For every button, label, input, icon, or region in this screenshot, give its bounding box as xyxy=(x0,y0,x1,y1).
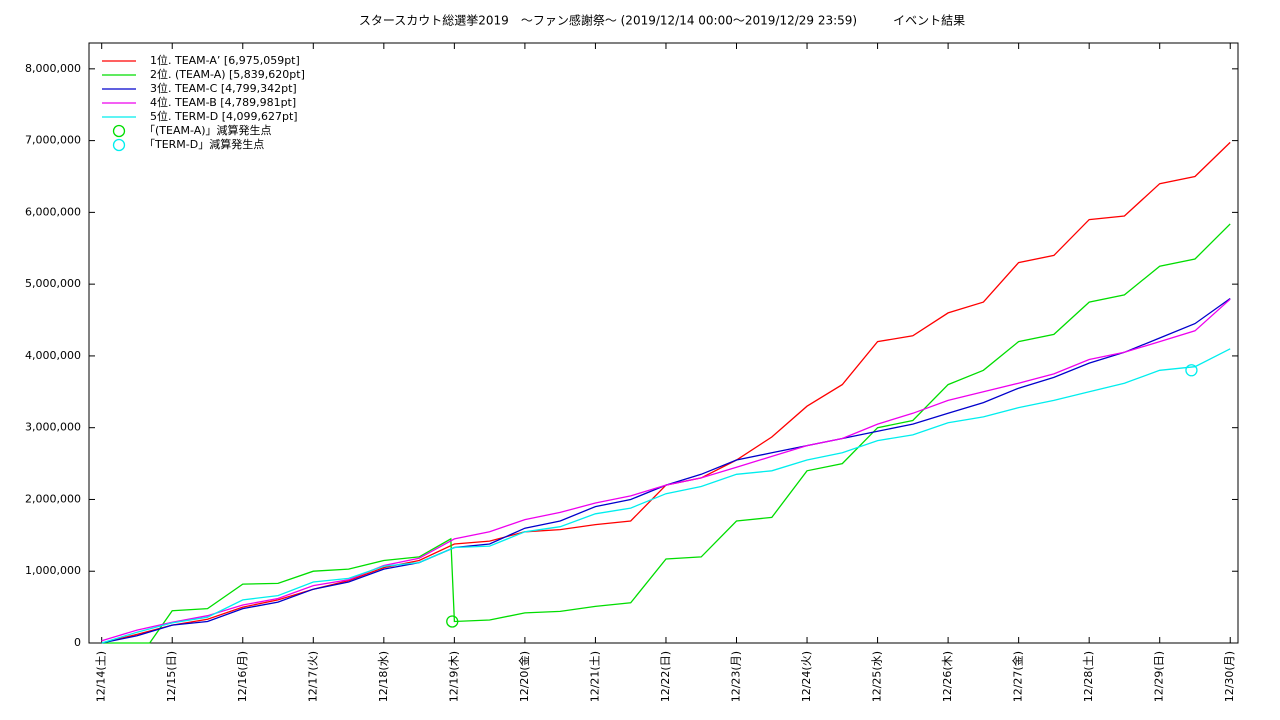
plot-frame xyxy=(88,42,1239,644)
legend-label: 2位. (TEAM-A) [5,839,620pt] xyxy=(150,67,305,81)
series-line xyxy=(101,223,1231,644)
y-tick-label: 7,000,000 xyxy=(25,134,81,147)
y-tick-label: 1,000,000 xyxy=(25,564,81,577)
y-tick-label: 5,000,000 xyxy=(25,277,81,290)
x-tick-label: 12/24(火) xyxy=(800,651,813,702)
legend-marker xyxy=(112,124,126,138)
x-tick-label: 12/21(土) xyxy=(588,651,601,702)
y-tick-label: 6,000,000 xyxy=(25,205,81,218)
legend-label: 4位. TEAM-B [4,789,981pt] xyxy=(150,95,296,109)
x-tick-label: 12/26(木) xyxy=(941,651,954,702)
x-tick-label: 12/17(火) xyxy=(306,651,319,702)
legend-label: 「TERM-D」減算発生点 xyxy=(144,137,264,151)
x-tick-label: 12/16(月) xyxy=(236,651,249,702)
legend-marker xyxy=(112,138,126,152)
x-tick-label: 12/28(土) xyxy=(1082,651,1095,702)
drop-marker xyxy=(1185,364,1198,377)
x-tick-label: 12/20(金) xyxy=(517,651,531,702)
x-tick-label: 12/19(木) xyxy=(447,651,460,702)
legend-label: 3位. TEAM-C [4,799,342pt] xyxy=(150,81,297,95)
x-tick-label: 12/25(水) xyxy=(871,651,884,702)
series-line xyxy=(101,297,1231,644)
y-tick-label: 4,000,000 xyxy=(25,349,81,362)
x-tick-label: 12/27(金) xyxy=(1011,651,1025,702)
y-tick-label: 0 xyxy=(74,636,81,649)
x-tick-label: 12/22(日) xyxy=(659,651,672,702)
legend-label: 「(TEAM-A)」減算発生点 xyxy=(144,123,272,137)
y-tick-label: 2,000,000 xyxy=(25,492,81,505)
drop-marker xyxy=(446,615,459,628)
x-tick-label: 12/23(月) xyxy=(730,651,743,702)
legend-label: 1位. TEAM-A’ [6,975,059pt] xyxy=(150,53,300,67)
x-tick-label: 12/29(日) xyxy=(1153,651,1166,702)
legend-label: 5位. TERM-D [4,099,627pt] xyxy=(150,109,298,123)
x-tick-label: 12/14(土) xyxy=(95,651,108,702)
series-line xyxy=(101,348,1231,644)
series-line xyxy=(101,298,1231,642)
x-tick-label: 12/18(水) xyxy=(377,651,390,702)
chart-title: スタースカウト総選挙2019 ～ファン感謝祭～ (2019/12/14 00:0… xyxy=(359,13,965,28)
y-tick-label: 8,000,000 xyxy=(25,62,81,75)
x-tick-label: 12/30(月) xyxy=(1223,651,1236,702)
y-tick-label: 3,000,000 xyxy=(25,421,81,434)
series-line xyxy=(101,141,1231,644)
x-tick-label: 12/15(日) xyxy=(165,651,178,702)
